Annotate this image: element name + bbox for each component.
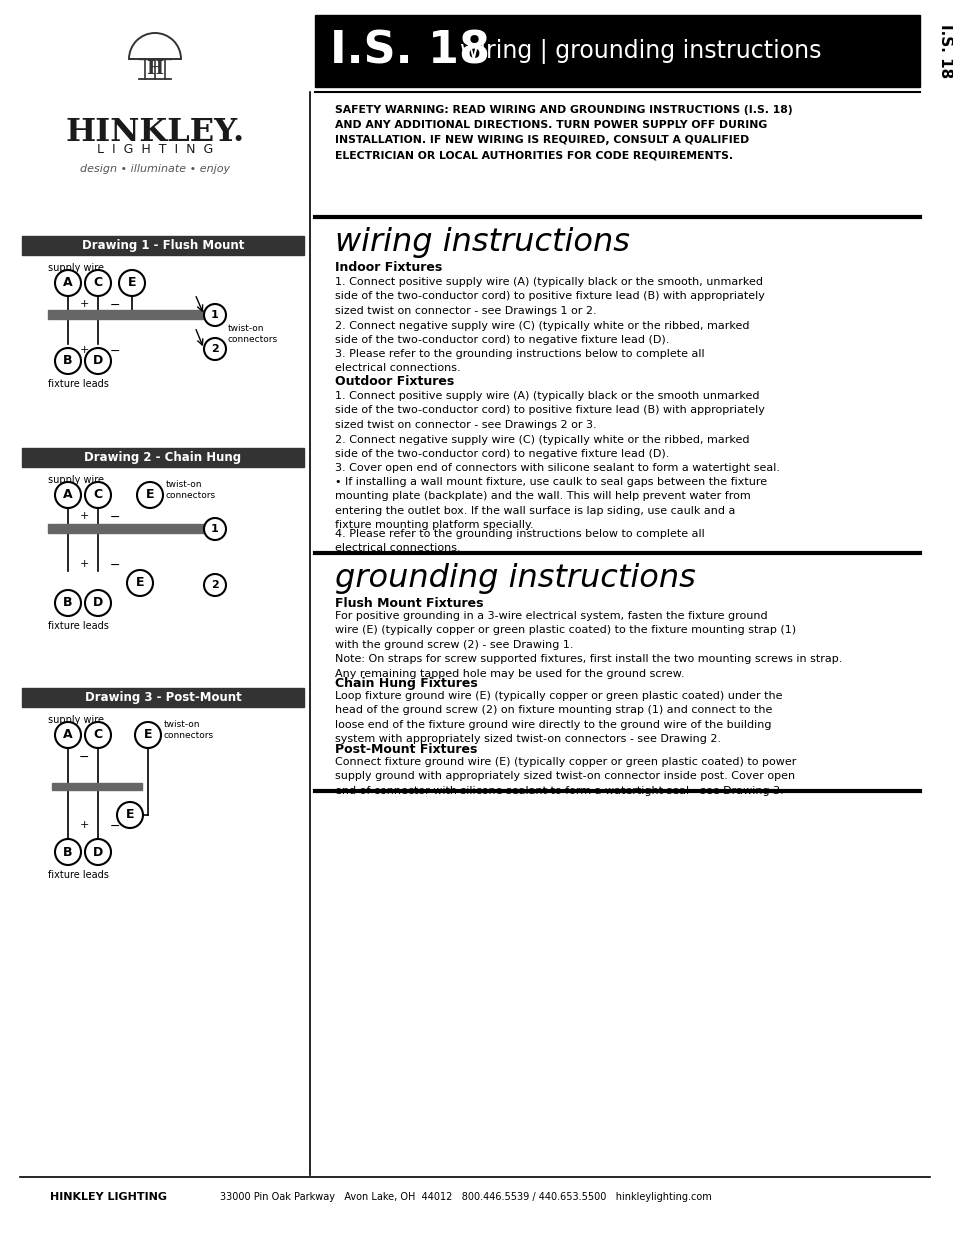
Text: twist-on
connectors: twist-on connectors	[164, 720, 213, 741]
Circle shape	[85, 722, 111, 748]
Text: 3. Cover open end of connectors with silicone sealant to form a watertight seal.: 3. Cover open end of connectors with sil…	[335, 463, 780, 473]
Circle shape	[55, 590, 81, 616]
Text: Connect fixture ground wire (E) (typically copper or green plastic coated) to po: Connect fixture ground wire (E) (typical…	[335, 757, 796, 795]
Text: fixture leads: fixture leads	[48, 379, 109, 389]
Text: B: B	[63, 846, 72, 858]
Text: −: −	[110, 559, 120, 572]
Circle shape	[55, 348, 81, 374]
Text: D: D	[92, 846, 103, 858]
Text: I.S. 18: I.S. 18	[330, 30, 490, 73]
Text: +: +	[79, 559, 89, 569]
Text: supply wire: supply wire	[48, 475, 104, 485]
Text: Outdoor Fixtures: Outdoor Fixtures	[335, 375, 454, 388]
Text: 33000 Pin Oak Parkway   Avon Lake, OH  44012   800.446.5539 / 440.653.5500   hin: 33000 Pin Oak Parkway Avon Lake, OH 4401…	[220, 1192, 711, 1202]
Circle shape	[85, 839, 111, 864]
Text: fixture leads: fixture leads	[48, 621, 109, 631]
Text: Flush Mount Fixtures: Flush Mount Fixtures	[335, 597, 483, 610]
Circle shape	[85, 270, 111, 296]
Text: B: B	[63, 597, 72, 610]
Bar	[48, 310, 203, 319]
Circle shape	[204, 574, 226, 597]
Text: twist-on
connectors: twist-on connectors	[228, 324, 278, 345]
Text: supply wire: supply wire	[48, 715, 104, 725]
Circle shape	[127, 571, 152, 597]
Text: L  I  G  H  T  I  N  G: L I G H T I N G	[97, 143, 213, 156]
Text: −: −	[110, 820, 120, 832]
Text: −: −	[110, 299, 120, 312]
Text: Indoor Fixtures: Indoor Fixtures	[335, 261, 442, 274]
Text: +: +	[79, 511, 89, 521]
Text: C: C	[93, 489, 103, 501]
Text: 2. Connect negative supply wire (C) (typically white or the ribbed, marked
side : 2. Connect negative supply wire (C) (typ…	[335, 321, 749, 346]
Text: 4. Please refer to the grounding instructions below to complete all
electrical c: 4. Please refer to the grounding instruc…	[335, 529, 704, 553]
Circle shape	[85, 348, 111, 374]
Text: 2: 2	[211, 345, 218, 354]
Text: Loop fixture ground wire (E) (typically copper or green plastic coated) under th: Loop fixture ground wire (E) (typically …	[335, 692, 781, 745]
Text: A: A	[63, 277, 72, 289]
Text: Drawing 3 - Post-Mount: Drawing 3 - Post-Mount	[85, 692, 241, 704]
Text: design • illuminate • enjoy: design • illuminate • enjoy	[80, 164, 230, 174]
Text: +: +	[79, 820, 89, 830]
Text: 1. Connect positive supply wire (A) (typically black or the smooth unmarked
side: 1. Connect positive supply wire (A) (typ…	[335, 391, 764, 430]
Text: SAFETY WARNING: READ WIRING AND GROUNDING INSTRUCTIONS (I.S. 18)
AND ANY ADDITIO: SAFETY WARNING: READ WIRING AND GROUNDIN…	[335, 105, 792, 161]
Text: wiring instructions: wiring instructions	[335, 227, 629, 258]
Text: 1: 1	[211, 524, 218, 534]
Text: E: E	[128, 277, 136, 289]
Text: +: +	[79, 299, 89, 309]
Text: D: D	[92, 354, 103, 368]
Text: 1: 1	[211, 310, 218, 320]
Bar	[52, 783, 142, 790]
Text: 1. Connect positive supply wire (A) (typically black or the smooth, unmarked
sid: 1. Connect positive supply wire (A) (typ…	[335, 277, 764, 316]
Text: 2. Connect negative supply wire (C) (typically white or the ribbed, marked
side : 2. Connect negative supply wire (C) (typ…	[335, 435, 749, 459]
Bar	[22, 688, 304, 706]
Text: • If installing a wall mount fixture, use caulk to seal gaps between the fixture: • If installing a wall mount fixture, us…	[335, 477, 766, 530]
Text: H: H	[147, 61, 163, 78]
Text: wiring | grounding instructions: wiring | grounding instructions	[459, 38, 821, 63]
Text: I.S. 18: I.S. 18	[938, 23, 952, 78]
Circle shape	[135, 722, 161, 748]
Text: A: A	[63, 729, 72, 741]
Circle shape	[55, 722, 81, 748]
Text: E: E	[146, 489, 154, 501]
Bar	[22, 448, 304, 467]
Bar	[48, 524, 223, 534]
Bar	[314, 15, 919, 86]
Text: D: D	[92, 597, 103, 610]
Text: Drawing 2 - Chain Hung: Drawing 2 - Chain Hung	[85, 451, 241, 464]
Circle shape	[204, 517, 226, 540]
Text: −: −	[110, 511, 120, 524]
Circle shape	[85, 590, 111, 616]
Text: −: −	[110, 345, 120, 358]
Circle shape	[137, 482, 163, 508]
Circle shape	[117, 802, 143, 827]
Text: 2: 2	[211, 580, 218, 590]
Text: grounding instructions: grounding instructions	[335, 563, 695, 594]
Circle shape	[204, 338, 226, 359]
Text: A: A	[63, 489, 72, 501]
Text: supply wire: supply wire	[48, 263, 104, 273]
Circle shape	[119, 270, 145, 296]
Text: B: B	[63, 354, 72, 368]
Text: HINKLEY.: HINKLEY.	[66, 117, 244, 148]
Text: HINKLEY LIGHTING: HINKLEY LIGHTING	[50, 1192, 167, 1202]
Text: C: C	[93, 729, 103, 741]
Text: −: −	[79, 751, 90, 764]
Text: fixture leads: fixture leads	[48, 869, 109, 881]
Text: +: +	[79, 345, 89, 354]
Text: 3. Please refer to the grounding instructions below to complete all
electrical c: 3. Please refer to the grounding instruc…	[335, 350, 704, 373]
Circle shape	[204, 304, 226, 326]
Text: Drawing 1 - Flush Mount: Drawing 1 - Flush Mount	[82, 240, 244, 252]
Text: twist-on
connectors: twist-on connectors	[166, 479, 216, 500]
Circle shape	[55, 270, 81, 296]
Text: Post-Mount Fixtures: Post-Mount Fixtures	[335, 743, 476, 756]
Text: Chain Hung Fixtures: Chain Hung Fixtures	[335, 677, 477, 690]
Text: C: C	[93, 277, 103, 289]
Text: For positive grounding in a 3-wire electrical system, fasten the fixture ground
: For positive grounding in a 3-wire elect…	[335, 611, 841, 678]
Circle shape	[85, 482, 111, 508]
Text: E: E	[126, 809, 134, 821]
Circle shape	[55, 839, 81, 864]
Circle shape	[55, 482, 81, 508]
Bar	[22, 236, 304, 254]
Text: E: E	[135, 577, 144, 589]
Text: E: E	[144, 729, 152, 741]
